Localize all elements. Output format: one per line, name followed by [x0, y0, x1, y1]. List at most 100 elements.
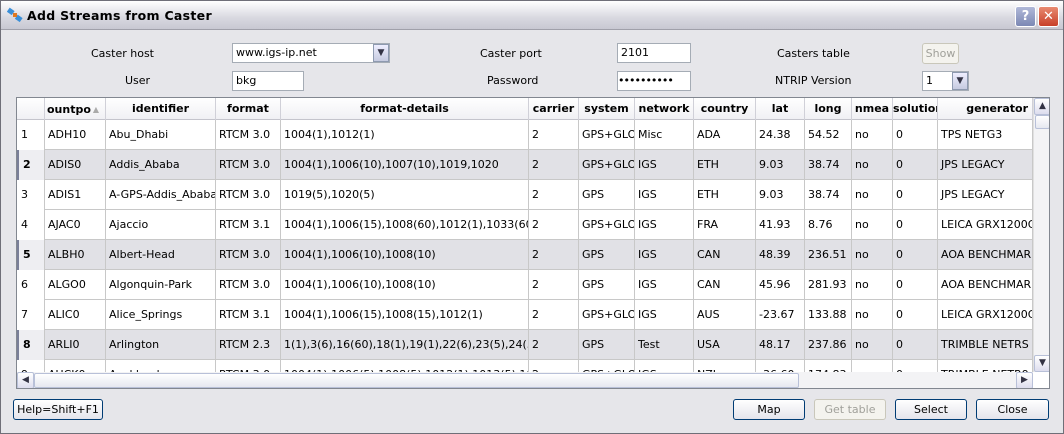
select-button[interactable]: Select — [895, 399, 967, 420]
column-header-country[interactable]: country — [694, 98, 756, 120]
cell-format-details: 1004(1),1006(15),1008(60),1012(1),1033(6… — [281, 210, 529, 240]
row-number[interactable]: 1 — [17, 120, 45, 150]
table-row[interactable]: 8 ARLI0 Arlington RTCM 2.3 1(1),3(6),16(60),… — [17, 330, 1033, 360]
cell-mountpoint: ARLI0 — [45, 330, 106, 360]
password-input[interactable]: •••••••••• — [617, 71, 691, 91]
cell-generator: TRIMBLE NETRS — [938, 330, 1033, 360]
cell-solution: 0 — [893, 210, 938, 240]
cell-nmea: no — [852, 120, 893, 150]
vertical-scrollbar[interactable]: ▲ ▼ — [1033, 98, 1049, 372]
cell-lat: -36.60 — [756, 360, 805, 372]
cell-system: GPS — [579, 330, 635, 360]
help-title-button[interactable]: ? — [1015, 6, 1036, 27]
cell-format: RTCM 3.0 — [216, 270, 281, 300]
cell-nmea: no — [852, 180, 893, 210]
casters-table-label: Casters table — [777, 47, 850, 60]
cell-solution: 0 — [893, 240, 938, 270]
cell-long: 281.93 — [805, 270, 852, 300]
table-row[interactable]: 6 ALGO0 Algonquin-Park RTCM 3.0 1004(1),1006… — [17, 270, 1033, 300]
table-row[interactable]: 4 AJAC0 Ajaccio RTCM 3.1 1004(1),1006(15),10… — [17, 210, 1033, 240]
cell-identifier: Auckland — [106, 360, 216, 372]
column-header-lat[interactable]: lat — [756, 98, 805, 120]
scroll-down-icon[interactable]: ▼ — [1034, 355, 1049, 372]
chevron-down-icon[interactable]: ▼ — [952, 72, 968, 90]
table-row[interactable]: 1 ADH10 Abu_Dhabi RTCM 3.0 1004(1),1012(1) 2 G… — [17, 120, 1033, 150]
column-header-carrier[interactable]: carrier — [529, 98, 579, 120]
table-row[interactable]: 3 ADIS1 A-GPS-Addis_Ababa RTCM 3.0 1019(5),1… — [17, 180, 1033, 210]
cell-network: IGS — [635, 300, 694, 330]
column-header-long[interactable]: long — [805, 98, 852, 120]
cell-nmea: no — [852, 300, 893, 330]
column-header-label: ountpo — [47, 102, 91, 116]
cell-format: RTCM 3.0 — [216, 150, 281, 180]
row-number[interactable]: 3 — [17, 180, 45, 210]
table-row[interactable]: 2 ADIS0 Addis_Ababa RTCM 3.0 1004(1),1006(10… — [17, 150, 1033, 180]
row-number[interactable]: 8 — [17, 330, 45, 360]
cell-nmea: no — [852, 210, 893, 240]
password-label: Password — [487, 74, 539, 87]
close-title-button[interactable]: ✕ — [1038, 6, 1059, 27]
cell-mountpoint: AUCK0 — [45, 360, 106, 372]
ntrip-version-label: NTRIP Version — [775, 74, 852, 87]
column-header-nmea[interactable]: nmea — [852, 98, 893, 120]
column-header-identifier[interactable]: identifier — [106, 98, 216, 120]
cell-network: Misc — [635, 120, 694, 150]
cell-solution: 0 — [893, 120, 938, 150]
column-header-generator[interactable]: generator — [938, 98, 1033, 120]
row-number[interactable]: 2 — [17, 150, 45, 180]
cell-generator: LEICA GRX1200GG — [938, 300, 1033, 330]
row-number[interactable]: 7 — [17, 300, 45, 330]
row-number[interactable]: 9 — [17, 360, 45, 372]
show-button[interactable]: Show — [922, 43, 959, 64]
chevron-down-icon[interactable]: ▼ — [373, 44, 389, 62]
close-button[interactable]: Close — [976, 399, 1049, 420]
scroll-up-icon[interactable]: ▲ — [1034, 98, 1049, 115]
cell-system: GPS — [579, 270, 635, 300]
cell-system: GPS+GLO — [579, 360, 635, 372]
caster-host-label: Caster host — [91, 47, 154, 60]
user-input[interactable]: bkg — [232, 71, 304, 91]
cell-nmea: no — [852, 330, 893, 360]
table-row[interactable]: 9AUCK0AucklandRTCM 3.01004(1),1006(5),10… — [17, 360, 1033, 372]
help-button[interactable]: Help=Shift+F1 — [13, 399, 103, 420]
cell-long: 236.51 — [805, 240, 852, 270]
cell-identifier: Arlington — [106, 330, 216, 360]
vertical-scroll-thumb[interactable] — [1035, 115, 1049, 129]
cell-format: RTCM 2.3 — [216, 330, 281, 360]
map-button[interactable]: Map — [733, 399, 805, 420]
cell-format-details: 1004(1),1012(1) — [281, 120, 529, 150]
scroll-right-icon[interactable]: ▶ — [1016, 372, 1033, 388]
column-header-network[interactable]: network — [635, 98, 694, 120]
cell-lat: 48.17 — [756, 330, 805, 360]
cell-mountpoint: ADIS0 — [45, 150, 106, 180]
cell-identifier: Ajaccio — [106, 210, 216, 240]
cell-long: 38.74 — [805, 150, 852, 180]
column-header-mountpoint[interactable]: ountpo ▲ — [45, 98, 106, 120]
cell-network: IGS — [635, 210, 694, 240]
cell-carrier: 2 — [529, 180, 579, 210]
column-header-system[interactable]: system — [579, 98, 635, 120]
row-number[interactable]: 4 — [17, 210, 45, 240]
column-header-format[interactable]: format — [216, 98, 281, 120]
get-table-button[interactable]: Get table — [814, 399, 886, 420]
column-header-format-details[interactable]: format-details — [281, 98, 529, 120]
cell-nmea: no — [852, 150, 893, 180]
caster-host-combo[interactable]: www.igs-ip.net — [232, 43, 390, 63]
cell-solution: 0 — [893, 300, 938, 330]
caster-port-input[interactable]: 2101 — [617, 43, 691, 63]
cell-system: GPS+GLO — [579, 300, 635, 330]
cell-format-details: 1019(5),1020(5) — [281, 180, 529, 210]
horizontal-scrollbar[interactable]: ◀ ▶ — [17, 372, 1033, 388]
cell-format-details: 1004(1),1006(5),1008(5),1012(1),1013(5),… — [281, 360, 529, 372]
scroll-left-icon[interactable]: ◀ — [17, 372, 34, 388]
row-number[interactable]: 6 — [17, 270, 45, 300]
row-number[interactable]: 5 — [17, 240, 45, 270]
streams-table[interactable]: ountpo ▲ identifier format format-details car… — [16, 97, 1050, 389]
table-row[interactable]: 5 ALBH0 Albert-Head RTCM 3.0 1004(1),1006(10… — [17, 240, 1033, 270]
column-header-solution[interactable]: solution — [893, 98, 938, 120]
horizontal-scroll-thumb[interactable] — [34, 373, 799, 388]
cell-generator: JPS LEGACY — [938, 150, 1033, 180]
table-row[interactable]: 7 ALIC0 Alice_Springs RTCM 3.1 1004(1),1006(… — [17, 300, 1033, 330]
window-title: Add Streams from Caster — [27, 8, 212, 23]
